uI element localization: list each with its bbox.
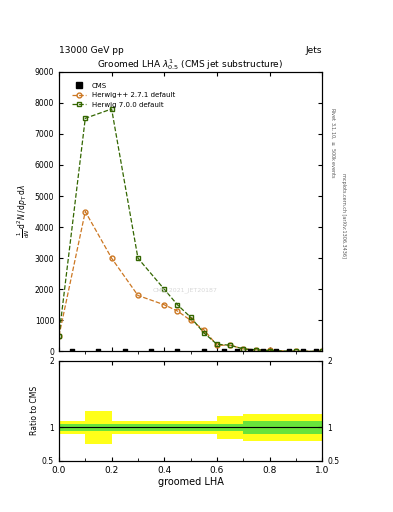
Herwig++ 2.7.1 default (267, 348, 272, 354)
Herwig++ 2.7.1 default (294, 348, 298, 354)
Y-axis label: $\frac{1}{\mathrm{d}N}\,\mathrm{d}^{2}N\,/\,\mathrm{d}p_{T}\,\mathrm{d}\lambda$: $\frac{1}{\mathrm{d}N}\,\mathrm{d}^{2}N\… (16, 185, 32, 239)
Text: mcplots.cern.ch [arXiv:1306.3436]: mcplots.cern.ch [arXiv:1306.3436] (341, 173, 346, 258)
Herwig 7.0.0 default (83, 115, 88, 121)
Text: Jets: Jets (306, 46, 322, 55)
Point (122, 347, 128, 355)
Point (312, 347, 319, 355)
Herwig++ 2.7.1 default (228, 342, 233, 348)
Herwig 7.0.0 default (175, 302, 180, 308)
Herwig 7.0.0 default (241, 346, 246, 352)
Herwig 7.0.0 default (136, 255, 140, 261)
Point (95, 347, 101, 355)
Herwig 7.0.0 default (109, 106, 114, 112)
Herwig++ 2.7.1 default (57, 333, 61, 339)
Herwig 7.0.0 default (228, 342, 233, 348)
Line: Herwig 7.0.0 default: Herwig 7.0.0 default (57, 106, 325, 354)
Herwig++ 2.7.1 default (109, 255, 114, 261)
Herwig++ 2.7.1 default (320, 348, 325, 354)
Point (299, 347, 306, 355)
X-axis label: groomed LHA: groomed LHA (158, 477, 224, 487)
Point (174, 347, 181, 355)
Point (220, 347, 227, 355)
Point (286, 347, 292, 355)
Herwig++ 2.7.1 default (188, 317, 193, 324)
Legend: CMS, Herwig++ 2.7.1 default, Herwig 7.0.0 default: CMS, Herwig++ 2.7.1 default, Herwig 7.0.… (70, 81, 177, 110)
Herwig++ 2.7.1 default (241, 346, 246, 352)
Herwig++ 2.7.1 default (175, 308, 180, 314)
Herwig++ 2.7.1 default (254, 347, 259, 353)
Herwig++ 2.7.1 default (202, 327, 206, 333)
Point (233, 347, 240, 355)
Point (148, 347, 154, 355)
Point (247, 347, 253, 355)
Herwig++ 2.7.1 default (215, 342, 219, 348)
Y-axis label: Ratio to CMS: Ratio to CMS (30, 386, 39, 435)
Herwig 7.0.0 default (320, 348, 325, 354)
Herwig 7.0.0 default (57, 333, 61, 339)
Herwig++ 2.7.1 default (162, 302, 167, 308)
Herwig 7.0.0 default (254, 347, 259, 353)
Herwig 7.0.0 default (294, 348, 298, 354)
Title: Groomed LHA $\lambda^{1}_{0.5}$ (CMS jet substructure): Groomed LHA $\lambda^{1}_{0.5}$ (CMS jet… (97, 57, 284, 72)
Herwig++ 2.7.1 default (136, 292, 140, 298)
Text: 13000 GeV pp: 13000 GeV pp (59, 46, 124, 55)
Line: Herwig++ 2.7.1 default: Herwig++ 2.7.1 default (57, 209, 325, 354)
Herwig++ 2.7.1 default (83, 208, 88, 215)
Herwig 7.0.0 default (215, 341, 219, 347)
Herwig 7.0.0 default (162, 286, 167, 292)
Point (201, 347, 207, 355)
Point (260, 347, 266, 355)
Text: Rivet 3.1.10, $\geq$ 500k events: Rivet 3.1.10, $\geq$ 500k events (329, 108, 337, 179)
Point (69, 347, 75, 355)
Herwig 7.0.0 default (267, 348, 272, 354)
Herwig 7.0.0 default (202, 330, 206, 336)
Text: CMS_2021_JET20187: CMS_2021_JET20187 (153, 287, 218, 293)
Point (273, 347, 279, 355)
Herwig 7.0.0 default (188, 314, 193, 321)
